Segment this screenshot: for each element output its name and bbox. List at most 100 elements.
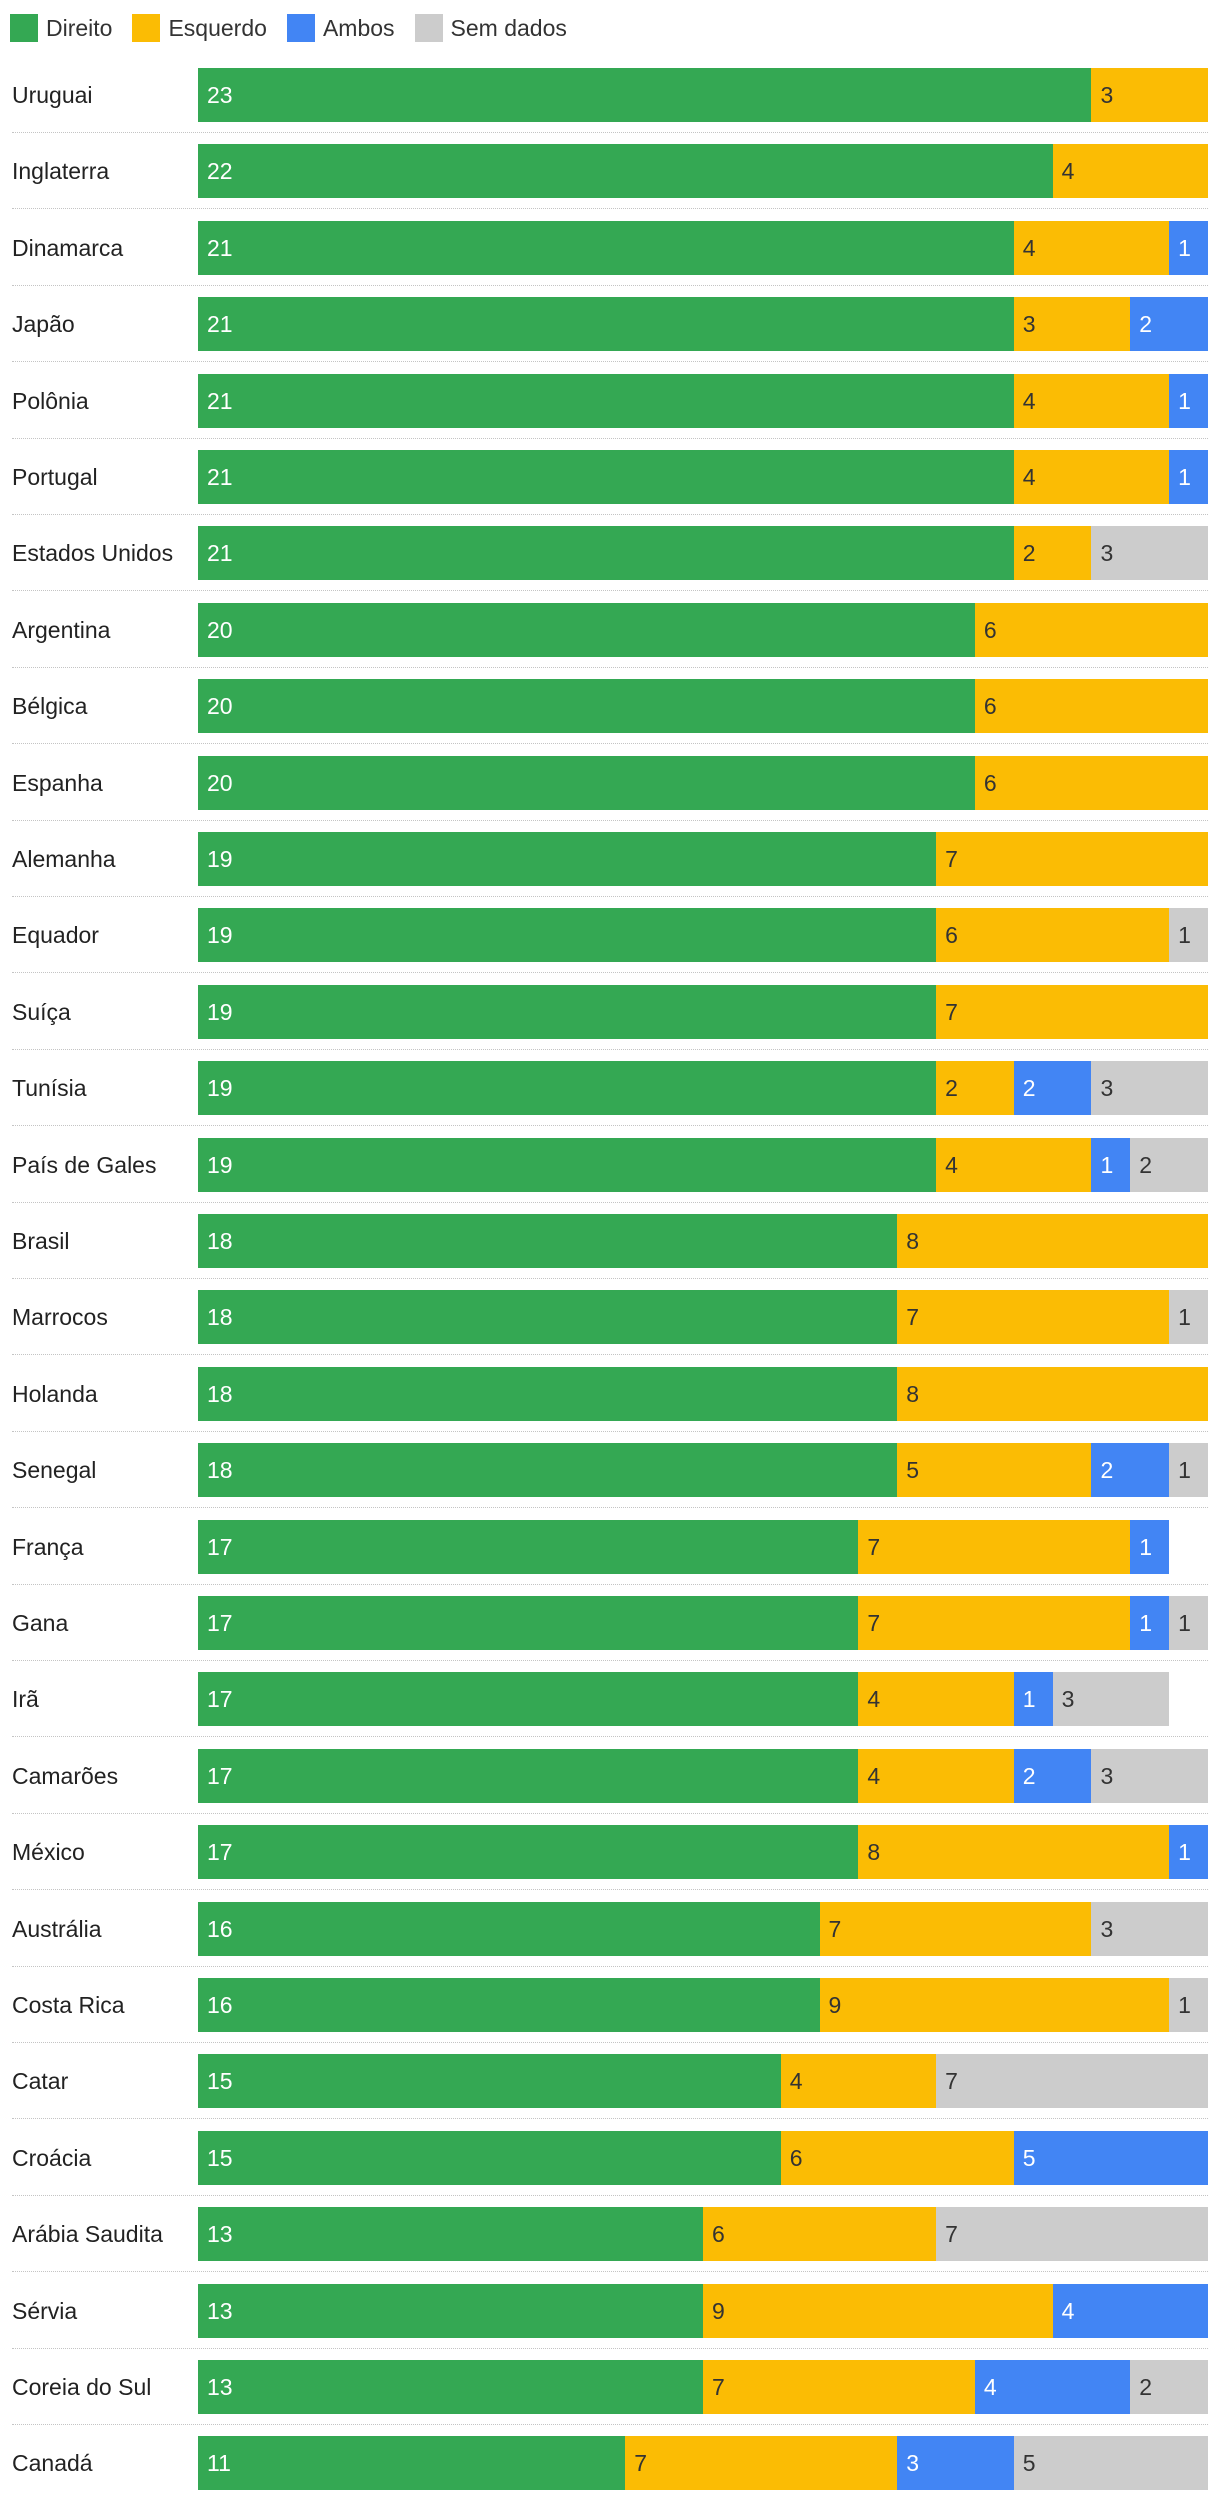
- data-label: 17: [207, 1686, 233, 1713]
- chart-row-franca: França 17 7 1: [0, 1519, 1220, 1596]
- bar-segment-esquerdo: 6: [936, 908, 1170, 963]
- data-label: 7: [828, 1915, 842, 1942]
- bar-segment-sem-dados: 7: [936, 2054, 1208, 2109]
- bar-track: 18 8: [198, 1366, 1208, 1421]
- bar-track: 13 6 7: [198, 2207, 1208, 2262]
- data-label: 21: [207, 234, 233, 261]
- bar-segment-direito: 21: [198, 526, 1014, 581]
- row-divider: [12, 743, 1208, 745]
- bar-segment-esquerdo: 6: [974, 755, 1208, 810]
- bar-segment-direito: 17: [198, 1596, 859, 1650]
- bar-track: 19 4 1 2: [198, 1137, 1208, 1192]
- bar-segment-ambos: 1: [1130, 1596, 1170, 1650]
- bar-track: 15 6 5: [198, 2130, 1208, 2185]
- bar-segment-direito: 20: [198, 755, 975, 810]
- data-label: 2: [1022, 1075, 1036, 1102]
- bar-segment-direito: 21: [198, 220, 1014, 275]
- chart-row-espanha: Espanha 20 6: [0, 755, 1220, 832]
- bar-segment-esquerdo: 4: [1013, 220, 1170, 275]
- bar-segment-ambos: 1: [1130, 1519, 1170, 1574]
- category-label: Estados Unidos: [12, 540, 174, 567]
- bar-segment-esquerdo: 2: [936, 1061, 1014, 1116]
- row-divider: [12, 1278, 1208, 1279]
- data-label: 19: [207, 1075, 233, 1102]
- data-label: 16: [207, 1915, 233, 1942]
- chart-row-belgica: Bélgica 20 6: [0, 679, 1220, 755]
- bar-segment-esquerdo: 4: [1013, 450, 1170, 504]
- row-divider: [12, 1812, 1208, 1814]
- bar-segment-sem-dados: 1: [1169, 1443, 1208, 1498]
- row-divider: [12, 1965, 1208, 1967]
- bar-track: 21 2 3: [198, 526, 1208, 581]
- legend-item-ambos: Ambos: [286, 14, 395, 42]
- bar-track: 21 3 2: [198, 297, 1208, 352]
- data-label: 7: [945, 846, 958, 872]
- bar-segment-direito: 22: [198, 144, 1053, 199]
- bar-segment-sem-dados: 1: [1169, 1290, 1208, 1345]
- legend-label: Direito: [46, 14, 113, 41]
- bar-segment-esquerdo: 9: [819, 1978, 1170, 2032]
- category-label: Canadá: [12, 2450, 93, 2477]
- bar-segment-direito: 17: [198, 1672, 859, 1727]
- bar-track: 18 7 1: [198, 1290, 1208, 1345]
- data-label: 3: [1061, 1686, 1075, 1713]
- legend-swatch: [286, 14, 315, 42]
- category-label: Holanda: [12, 1380, 98, 1407]
- row-divider: [12, 1354, 1208, 1356]
- bar-segment-direito: 18: [198, 1214, 898, 1268]
- row-divider: [12, 1507, 1208, 1509]
- category-label: Dinamarca: [12, 234, 124, 261]
- row-divider: [12, 1430, 1208, 1432]
- bar-segment-esquerdo: 7: [819, 1901, 1092, 1956]
- chart-row-catar: Catar 15 4 7: [0, 2054, 1220, 2130]
- chart-row-brasil: Brasil 18 8: [0, 1214, 1220, 1290]
- chart-row-pais-de-gales: País de Gales 19 4 1 2: [0, 1137, 1220, 1214]
- data-label: 7: [906, 1304, 920, 1331]
- bar-segment-esquerdo: 6: [974, 679, 1208, 734]
- bar-segment-esquerdo: 8: [897, 1366, 1208, 1421]
- bar-segment-direito: 21: [198, 297, 1014, 352]
- data-label: 21: [207, 387, 233, 414]
- chart-row-holanda: Holanda 18 8: [0, 1366, 1220, 1443]
- row-divider: [12, 1125, 1208, 1127]
- bar-track: 17 8 1: [198, 1825, 1208, 1880]
- data-label: 7: [945, 998, 958, 1025]
- category-label: Tunísia: [12, 1075, 87, 1102]
- data-label: 13: [207, 2221, 233, 2248]
- chart-row-dinamarca: Dinamarca 21 4 1: [0, 220, 1220, 297]
- row-divider: [12, 1889, 1208, 1891]
- category-label: França: [12, 1533, 84, 1560]
- category-label: Japão: [12, 311, 75, 338]
- row-divider: [12, 1583, 1208, 1585]
- data-label: 1: [1178, 1992, 1191, 2018]
- bar-segment-ambos: 1: [1169, 450, 1208, 504]
- bar-segment-ambos: 4: [974, 2360, 1131, 2414]
- bar-track: 16 9 1: [198, 1978, 1208, 2032]
- data-label: 1: [1139, 1533, 1153, 1560]
- bar-track: 13 7 4 2: [198, 2360, 1208, 2414]
- row-divider: [12, 2118, 1208, 2120]
- bar-segment-sem-dados: 2: [1130, 1137, 1208, 1192]
- bar-segment-esquerdo: 4: [858, 1748, 1014, 1803]
- category-label: México: [12, 1839, 85, 1866]
- row-divider: [12, 361, 1208, 363]
- data-label: 13: [207, 2297, 233, 2324]
- category-label: Camarões: [12, 1762, 119, 1789]
- category-label: Brasil: [12, 1228, 70, 1254]
- data-label: 6: [983, 693, 997, 720]
- data-label: 19: [207, 922, 233, 949]
- data-label: 21: [207, 311, 233, 338]
- data-label: 3: [1100, 1762, 1114, 1789]
- data-label: 4: [867, 1686, 881, 1713]
- data-label: 3: [1100, 82, 1114, 108]
- data-label: 2: [945, 1075, 958, 1102]
- category-label: Polônia: [12, 387, 89, 414]
- data-label: 4: [1061, 2297, 1075, 2324]
- bar-segment-direito: 15: [198, 2054, 781, 2109]
- data-label: 3: [906, 2450, 920, 2477]
- category-label: Alemanha: [12, 846, 116, 872]
- data-label: 7: [945, 2068, 958, 2095]
- data-label: 7: [945, 2221, 958, 2248]
- data-label: 1: [1100, 1151, 1114, 1178]
